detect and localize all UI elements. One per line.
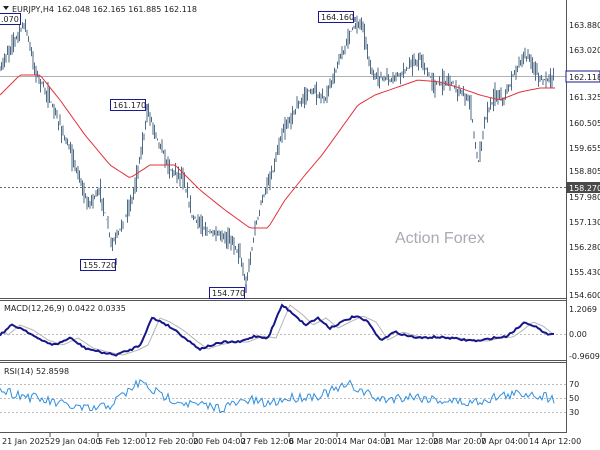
- rsi-tick: 50: [569, 394, 579, 403]
- support-price-tag: 158.270: [566, 182, 600, 193]
- time-tick: 21 Jan 2025: [2, 437, 50, 446]
- price-tick: 159.655: [569, 144, 600, 153]
- price-tick: 155.430: [569, 268, 600, 277]
- time-tick: 12 Feb 20:00: [146, 437, 198, 446]
- current-price-value: 162.118: [569, 73, 600, 82]
- price-tick: 157.980: [569, 193, 600, 202]
- macd-tick: 0.00: [569, 330, 587, 339]
- watermark: Action Forex: [395, 230, 485, 247]
- annotation-high-left: .070: [0, 13, 21, 25]
- time-tick: 20 Feb 04:00: [193, 437, 245, 446]
- moving-average-line: [0, 74, 555, 229]
- symbol-label: EURJPY,H4: [12, 5, 54, 14]
- price-tick: 160.505: [569, 119, 600, 128]
- price-tick: 163.880: [569, 21, 600, 30]
- macd-label: MACD(12,26,9) 0.0422 0.0335: [4, 304, 126, 313]
- ohlc-values: 162.048 162.165 161.885 162.118: [57, 5, 197, 14]
- time-tick: 14 Apr 12:00: [529, 437, 581, 446]
- price-tick: 163.020: [569, 46, 600, 55]
- panel-borders: [0, 0, 567, 433]
- current-price-tag: 162.118: [565, 70, 600, 83]
- time-tick: 28 Mar 20:00: [433, 437, 486, 446]
- annotation-low-155: 155.720: [80, 258, 117, 271]
- rsi-label: RSI(14) 52.8598: [4, 367, 69, 376]
- time-tick: 27 Feb 12:00: [241, 437, 293, 446]
- annotation-high-164: 164.160: [318, 11, 356, 23]
- price-tick: 157.130: [569, 218, 600, 227]
- price-axis: 163.880 163.020 161.325 160.505 159.655 …: [569, 21, 600, 300]
- chart-header: EURJPY,H4 162.048 162.165 161.885 162.11…: [3, 5, 197, 14]
- rsi-line: [0, 379, 555, 414]
- rsi-tick: 30: [569, 408, 579, 417]
- annotation-label: 164.160: [321, 13, 354, 22]
- time-tick: 7 Apr 04:00: [481, 437, 528, 446]
- triangle-down-icon[interactable]: [3, 6, 9, 10]
- macd-tick: 1.2069: [569, 305, 597, 314]
- annotation-label: 154.770: [212, 289, 245, 298]
- time-tick: 6 Mar 20:00: [289, 437, 337, 446]
- price-tick: 154.600: [569, 291, 600, 300]
- time-tick: 5 Feb 12:00: [98, 437, 145, 446]
- price-tick: 161.325: [569, 93, 600, 102]
- time-tick: 21 Mar 12:00: [385, 437, 438, 446]
- support-price-value: 158.270: [569, 184, 600, 193]
- time-tick: 29 Jan 04:00: [50, 437, 101, 446]
- price-series: [0, 15, 554, 290]
- macd-signal-line: [0, 304, 555, 356]
- time-tick: 14 Mar 04:00: [337, 437, 390, 446]
- annotation-label: 155.720: [83, 261, 116, 270]
- time-axis: 21 Jan 2025 29 Jan 04:00 5 Feb 12:00 12 …: [2, 433, 581, 446]
- macd-main-line: [0, 303, 555, 357]
- price-tick: 158.805: [569, 167, 600, 176]
- macd-tick: -0.9609: [569, 352, 600, 361]
- annotation-label: .070: [1, 15, 19, 24]
- annotation-label: 161.170: [113, 101, 146, 110]
- price-tick: 156.280: [569, 243, 600, 252]
- annotation-high-161: 161.170: [110, 99, 148, 111]
- rsi-tick: 70: [569, 380, 579, 389]
- annotation-low-154: 154.770: [209, 284, 247, 299]
